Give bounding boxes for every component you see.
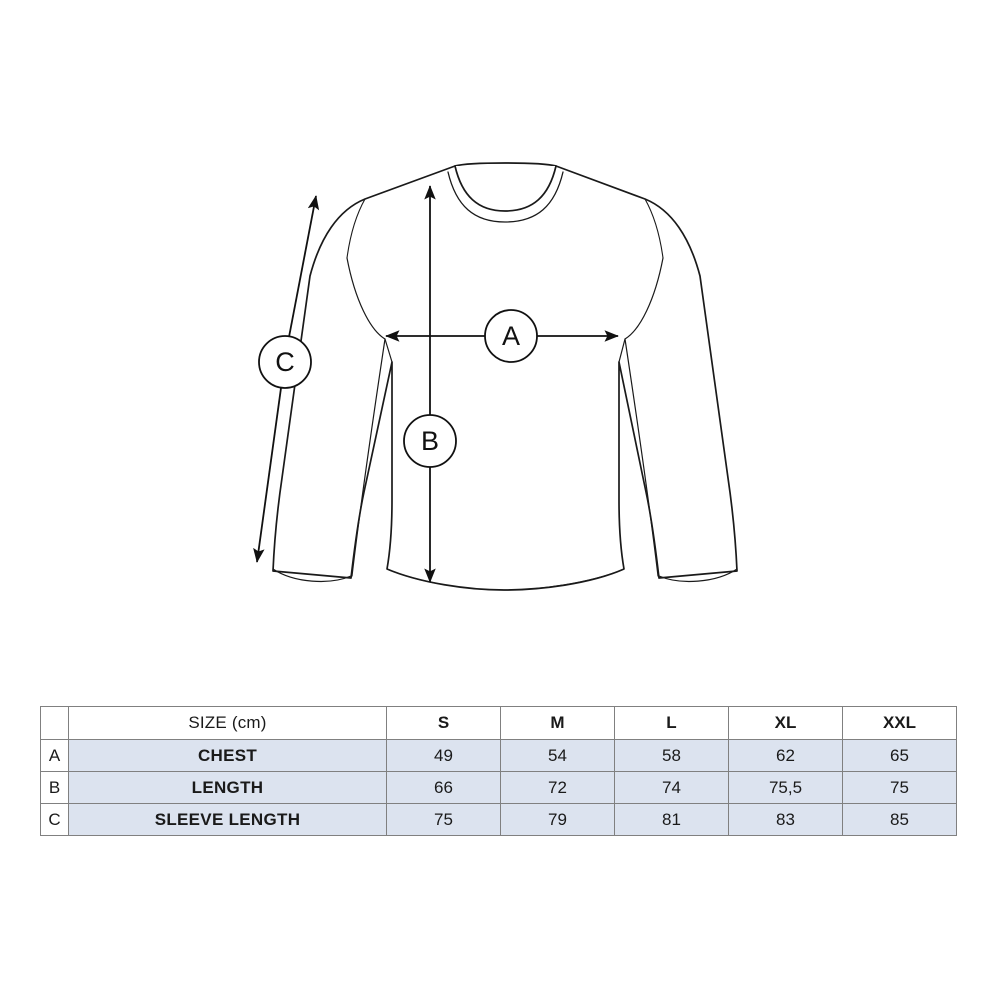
left-sleeve-inner-seam — [351, 338, 386, 577]
cell-length-s: 66 — [386, 771, 501, 804]
cell-sleeve-s: 75 — [386, 803, 501, 836]
cell-length-xxl: 75 — [842, 771, 957, 804]
cell-sleeve-xxl: 85 — [842, 803, 957, 836]
measure-b-badge — [403, 414, 457, 468]
right-shoulder-seam — [644, 198, 664, 259]
size-table-container: SIZE (cm) S M L XL XXL A CHEST 49 54 58 … — [40, 706, 957, 836]
header-size-l: L — [614, 706, 729, 740]
cell-length-m: 72 — [500, 771, 615, 804]
measure-a-label: A — [502, 321, 520, 351]
table-row: C SLEEVE LENGTH 75 79 81 83 85 — [40, 803, 957, 836]
measure-a-group: A — [385, 309, 619, 363]
measure-c-arrow-up — [288, 195, 320, 338]
header-size-m: M — [500, 706, 615, 740]
measure-c-badge — [258, 335, 312, 389]
header-size-s: S — [386, 706, 501, 740]
row-label-chest: CHEST — [68, 739, 387, 772]
shirt-body-path — [272, 162, 738, 591]
row-label-sleeve-length: SLEEVE LENGTH — [68, 803, 387, 836]
measure-a-badge — [484, 309, 538, 363]
header-corner-blank — [40, 706, 69, 740]
bottom-hem-line — [388, 569, 623, 591]
garment-illustration: A B C — [253, 162, 738, 591]
measure-c-arrow-down — [253, 387, 282, 563]
size-table: SIZE (cm) S M L XL XXL A CHEST 49 54 58 … — [40, 706, 957, 836]
left-shoulder-seam — [346, 198, 366, 259]
measure-c-label: C — [275, 347, 295, 377]
cell-chest-l: 58 — [614, 739, 729, 772]
measure-c-group: C — [253, 195, 320, 563]
row-key-b: B — [40, 771, 69, 804]
header-size-xl: XL — [728, 706, 843, 740]
header-size-title: SIZE (cm) — [68, 706, 387, 740]
cell-chest-xxl: 65 — [842, 739, 957, 772]
cell-sleeve-xl: 83 — [728, 803, 843, 836]
right-cuff-hem — [658, 568, 738, 583]
left-cuff-hem — [272, 568, 352, 583]
table-row: B LENGTH 66 72 74 75,5 75 — [40, 771, 957, 804]
cell-chest-xl: 62 — [728, 739, 843, 772]
shirt-outline — [272, 162, 738, 591]
row-label-length: LENGTH — [68, 771, 387, 804]
header-size-xxl: XXL — [842, 706, 957, 740]
left-armhole-seam — [346, 257, 393, 363]
row-key-a: A — [40, 739, 69, 772]
measure-b-group: B — [403, 185, 457, 583]
right-armhole-seam — [618, 257, 664, 363]
cell-chest-s: 49 — [386, 739, 501, 772]
measure-b-label: B — [421, 426, 439, 456]
cell-length-xl: 75,5 — [728, 771, 843, 804]
table-header-row: SIZE (cm) S M L XL XXL — [40, 706, 957, 740]
table-row: A CHEST 49 54 58 62 65 — [40, 739, 957, 772]
row-key-c: C — [40, 803, 69, 836]
cell-length-l: 74 — [614, 771, 729, 804]
right-sleeve-inner-seam — [624, 338, 659, 577]
cell-chest-m: 54 — [500, 739, 615, 772]
cell-sleeve-l: 81 — [614, 803, 729, 836]
collar-outer-path — [454, 165, 557, 212]
collar-rib-path — [447, 171, 564, 223]
cell-sleeve-m: 79 — [500, 803, 615, 836]
